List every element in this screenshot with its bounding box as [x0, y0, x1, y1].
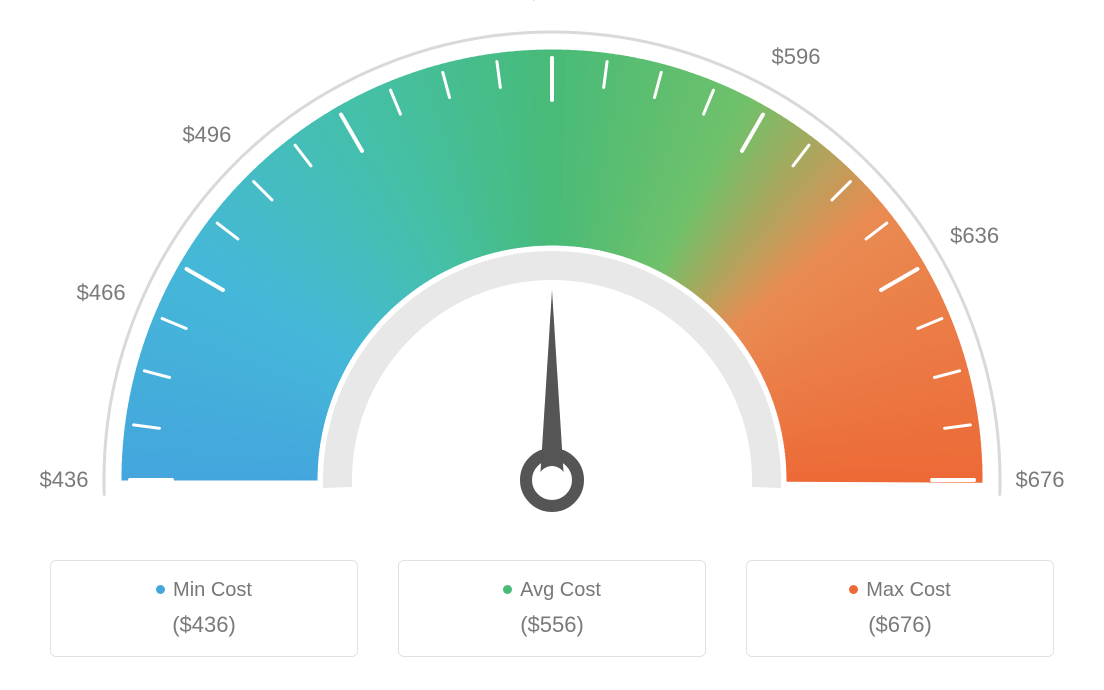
legend-min-label: Min Cost — [173, 579, 252, 601]
gauge-tick-label: $466 — [77, 280, 126, 306]
dot-icon — [503, 585, 512, 594]
gauge-tick-label: $596 — [772, 44, 821, 70]
gauge-svg — [0, 0, 1104, 560]
legend-avg-title: Avg Cost — [409, 579, 695, 602]
gauge-tick-label: $636 — [950, 223, 999, 249]
legend-max-title: Max Cost — [757, 579, 1043, 602]
legend-avg-label: Avg Cost — [520, 579, 601, 601]
gauge-tick-label: $436 — [40, 467, 89, 493]
gauge-tick-label: $676 — [1016, 467, 1065, 493]
dot-icon — [156, 585, 165, 594]
gauge-chart: $436 $466 $496 $556 $596 $636 $676 — [0, 0, 1104, 560]
legend-max-label: Max Cost — [866, 579, 950, 601]
legend-min-title: Min Cost — [61, 579, 347, 602]
legend-avg-value: ($556) — [409, 612, 695, 638]
legend-min-value: ($436) — [61, 612, 347, 638]
gauge-tick-label: $556 — [528, 0, 577, 5]
legend-card-min: Min Cost ($436) — [50, 560, 358, 657]
gauge-tick-label: $496 — [182, 122, 231, 148]
legend-card-avg: Avg Cost ($556) — [398, 560, 706, 657]
dot-icon — [849, 585, 858, 594]
legend-row: Min Cost ($436) Avg Cost ($556) Max Cost… — [0, 560, 1104, 687]
legend-card-max: Max Cost ($676) — [746, 560, 1054, 657]
legend-max-value: ($676) — [757, 612, 1043, 638]
